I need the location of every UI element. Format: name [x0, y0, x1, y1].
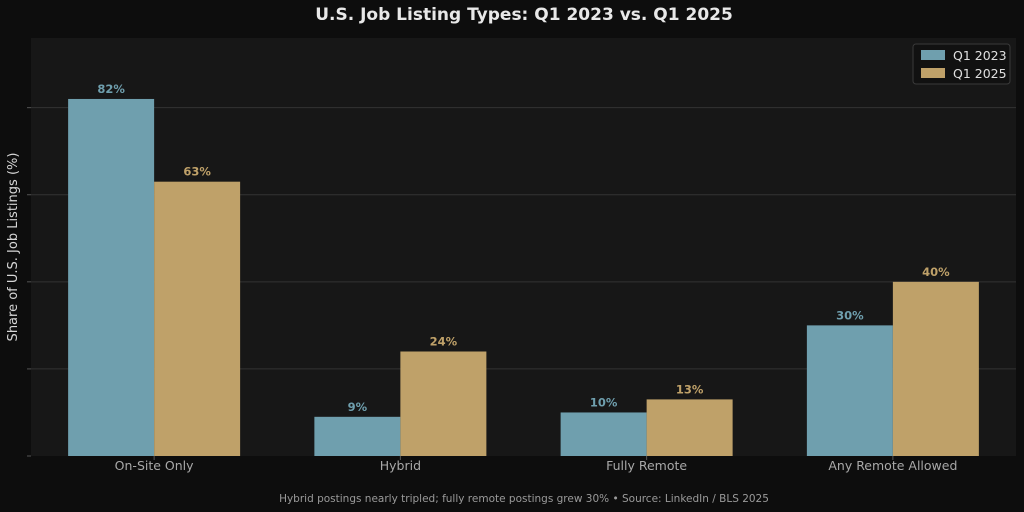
legend-swatch [921, 50, 945, 60]
bar [806, 325, 893, 456]
x-tick-label: Any Remote Allowed [828, 458, 957, 473]
legend-label: Q1 2023 [953, 48, 1007, 63]
data-label: 10% [590, 395, 618, 409]
bars [68, 98, 979, 456]
bar [400, 351, 487, 456]
bar [314, 416, 401, 456]
x-tick-label: Fully Remote [606, 458, 687, 473]
legend-swatch [921, 68, 945, 78]
value-labels: 82% 63% 9% 24% 10% 13% 30% 40% [97, 82, 950, 414]
data-label: 30% [836, 308, 864, 322]
x-tick-label: Hybrid [380, 458, 421, 473]
data-label: 24% [430, 335, 458, 349]
bar [154, 181, 241, 456]
y-axis-label: Share of U.S. Job Listings (%) [6, 153, 21, 342]
legend-label: Q1 2025 [953, 66, 1007, 81]
data-label: 40% [922, 265, 950, 279]
x-tick-label: On-Site Only [115, 458, 194, 473]
bar [892, 281, 979, 456]
data-label: 9% [348, 400, 368, 414]
x-axis: On-Site Only Hybrid Fully Remote Any Remote… [115, 456, 957, 473]
caption: Hybrid postings nearly tripled; fully re… [279, 493, 769, 505]
data-label: 63% [183, 165, 211, 179]
bar [646, 399, 733, 456]
bar [68, 98, 155, 456]
bar [560, 412, 647, 456]
data-label: 82% [97, 82, 125, 96]
legend: Q1 2023 Q1 2025 [912, 43, 1011, 85]
chart-title: U.S. Job Listing Types: Q1 2023 vs. Q1 2… [315, 5, 733, 25]
data-label: 13% [676, 382, 704, 396]
